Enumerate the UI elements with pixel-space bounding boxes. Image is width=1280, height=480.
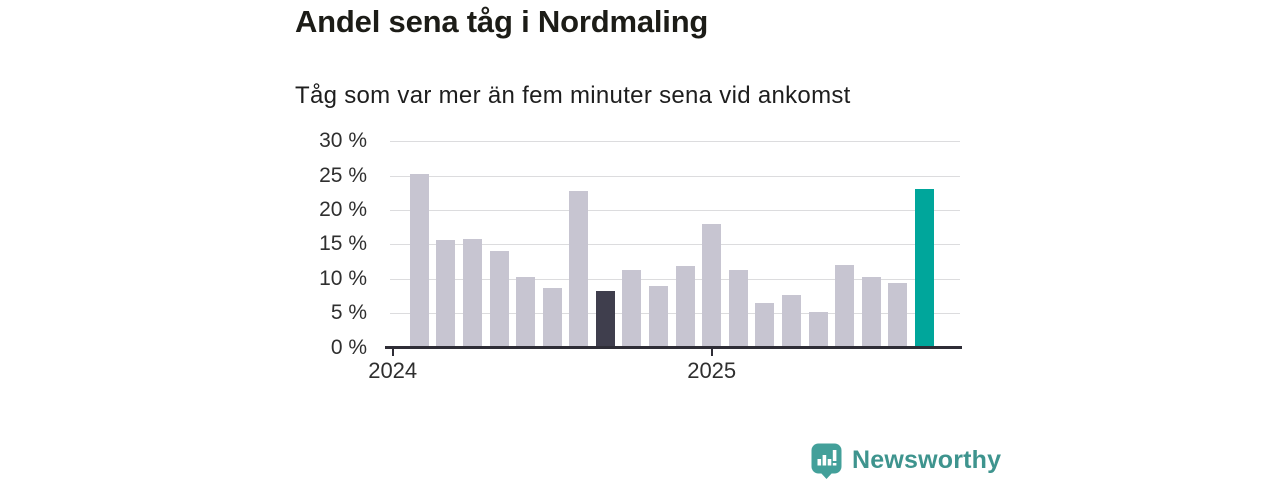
bar-2025-01 [702, 224, 722, 346]
newsworthy-logo-text: Newsworthy [852, 445, 1002, 474]
bar-2025-03 [755, 303, 775, 346]
gridline-30pct [390, 141, 960, 143]
y-axis-label-15: 15 % [319, 232, 367, 256]
gridline-20pct [390, 210, 960, 212]
bar-2024-03 [436, 240, 456, 346]
bar-2024-09 [595, 291, 615, 346]
bar-2025-02 [728, 269, 748, 346]
bar-2024-06 [516, 276, 536, 346]
bar-2024-02 [409, 174, 429, 347]
y-axis-label-0: 0 % [330, 335, 367, 359]
gridline-25pct [390, 175, 960, 177]
y-axis-label-20: 20 % [319, 198, 367, 222]
x-axis-line [385, 346, 962, 349]
bar-2024-08 [569, 190, 589, 346]
y-axis-label-10: 10 % [319, 266, 367, 290]
bar-2024-11 [649, 286, 668, 346]
gridline-15pct [390, 244, 960, 246]
bar-2025-05 [808, 311, 828, 346]
newsworthy-logo[interactable]: Newsworthy [810, 441, 1001, 479]
y-axis-label-5: 5 % [330, 301, 367, 325]
bar-2024-10 [622, 270, 642, 346]
y-axis-label-25: 25 % [319, 163, 367, 187]
newsworthy-chart-bubble-icon [811, 443, 842, 479]
x-axis-tick-2024 [391, 349, 394, 356]
chart-title: Andel sena tåg i Nordmaling [295, 4, 709, 39]
gridline-10pct [390, 278, 960, 280]
bar-2025-08 [888, 282, 908, 346]
bar-2025-04 [781, 294, 801, 346]
bar-2025-06 [835, 264, 855, 346]
bar-2024-04 [462, 238, 482, 346]
x-axis-label-2025: 2025 [687, 358, 737, 383]
bar-2024-07 [542, 287, 562, 346]
bar-2024-05 [489, 251, 509, 346]
bar-2024-12 [675, 266, 695, 346]
bar-2025-09 [914, 189, 934, 346]
chart-subtitle: Tåg som var mer än fem minuter sena vid … [295, 82, 851, 109]
gridline-5pct [390, 313, 960, 315]
bar-2025-07 [861, 276, 881, 346]
x-axis-tick-2025 [710, 349, 713, 356]
x-axis-label-2024: 2024 [368, 358, 418, 383]
y-axis-label-30: 30 % [319, 129, 367, 153]
